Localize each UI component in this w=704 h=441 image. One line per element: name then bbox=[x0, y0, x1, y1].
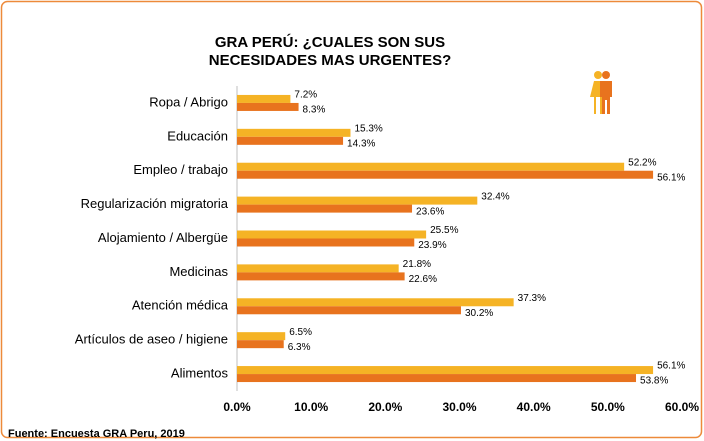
value-label: 21.8% bbox=[403, 259, 431, 270]
value-label: 22.6% bbox=[409, 274, 437, 285]
y-tick-label: Regularización migratoria bbox=[81, 196, 229, 211]
x-tick-label: 50.0% bbox=[591, 400, 625, 414]
bar bbox=[237, 340, 284, 349]
value-label: 6.3% bbox=[288, 342, 311, 353]
y-tick-label: Educación bbox=[167, 128, 228, 143]
value-label: 7.2% bbox=[294, 90, 317, 101]
bar bbox=[237, 102, 299, 111]
x-tick-label: 30.0% bbox=[442, 400, 476, 414]
legend-male-icon bbox=[600, 71, 612, 114]
bar bbox=[237, 94, 291, 103]
bar bbox=[237, 230, 427, 239]
value-label: 52.2% bbox=[628, 157, 656, 168]
x-tick-label: 0.0% bbox=[223, 400, 251, 414]
bar bbox=[237, 170, 654, 179]
value-label: 56.1% bbox=[657, 172, 685, 183]
source-note: Fuente: Encuesta GRA Peru, 2019 bbox=[8, 428, 185, 440]
x-tick-label: 60.0% bbox=[665, 400, 699, 414]
y-tick-label: Medicinas bbox=[169, 264, 228, 279]
chart-title: GRA PERÚ: ¿CUALES SON SUS NECESIDADES MA… bbox=[208, 34, 452, 69]
y-tick-label: Empleo / trabajo bbox=[133, 162, 228, 177]
y-tick-label: Alojamiento / Albergüe bbox=[98, 230, 228, 245]
bar bbox=[237, 272, 405, 281]
bar bbox=[237, 264, 399, 273]
bar bbox=[237, 374, 637, 383]
bar bbox=[237, 196, 478, 205]
x-tick-label: 40.0% bbox=[517, 400, 551, 414]
bar bbox=[237, 366, 654, 375]
y-tick-label: Alimentos bbox=[171, 365, 229, 380]
bar bbox=[237, 128, 351, 137]
bar bbox=[237, 204, 413, 213]
bar bbox=[237, 136, 344, 145]
value-label: 8.3% bbox=[303, 105, 326, 116]
value-label: 15.3% bbox=[354, 123, 382, 134]
value-label: 32.4% bbox=[481, 191, 509, 202]
bar bbox=[237, 162, 625, 171]
value-label: 37.3% bbox=[518, 293, 546, 304]
x-tick-label: 20.0% bbox=[368, 400, 402, 414]
value-label: 23.9% bbox=[418, 240, 446, 251]
value-label: 14.3% bbox=[347, 138, 375, 149]
value-label: 56.1% bbox=[657, 361, 685, 372]
value-label: 53.8% bbox=[640, 376, 668, 387]
bar bbox=[237, 238, 415, 247]
value-label: 6.5% bbox=[289, 327, 312, 338]
x-tick-label: 10.0% bbox=[294, 400, 328, 414]
value-label: 30.2% bbox=[465, 308, 493, 319]
bar bbox=[237, 306, 461, 315]
y-tick-label: Artículos de aseo / higiene bbox=[75, 332, 228, 347]
y-tick-label: Atención médica bbox=[132, 298, 229, 313]
value-label: 23.6% bbox=[416, 206, 444, 217]
bar bbox=[237, 332, 286, 341]
bar bbox=[237, 298, 514, 307]
y-tick-label: Ropa / Abrigo bbox=[149, 94, 228, 109]
value-label: 25.5% bbox=[430, 225, 458, 236]
